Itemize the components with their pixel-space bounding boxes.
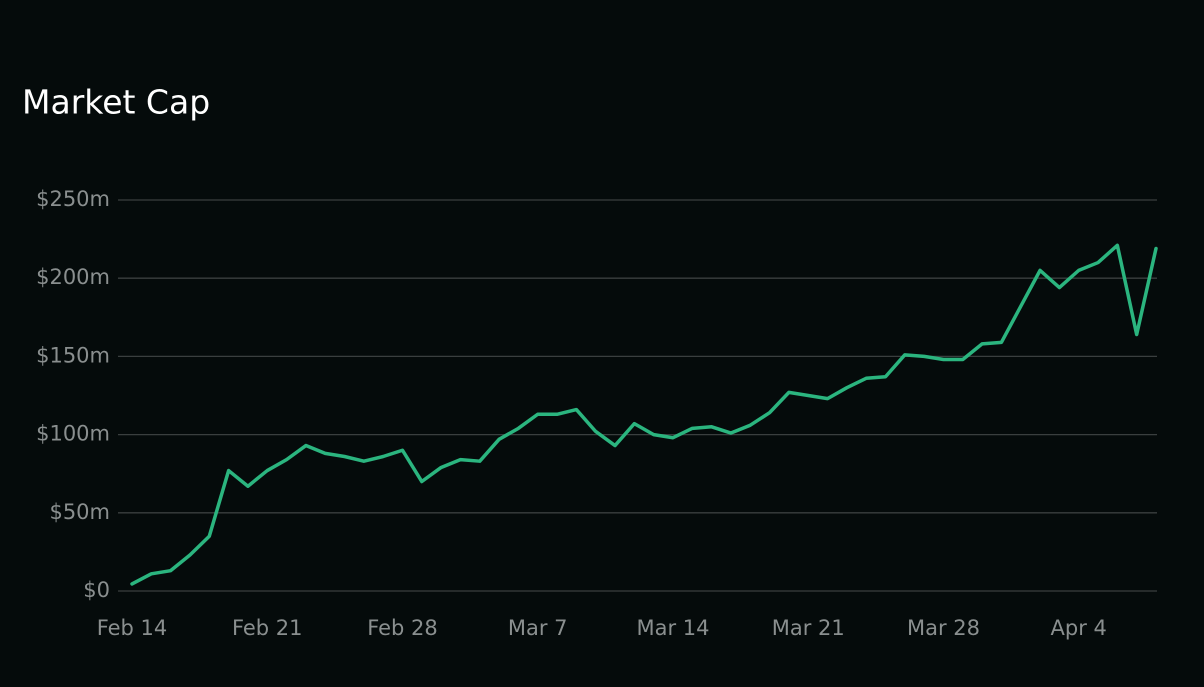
y-tick-label: $200m — [36, 265, 110, 289]
y-tick-label: $250m — [36, 187, 110, 211]
x-tick-label: Apr 4 — [1051, 616, 1107, 640]
x-tick-label: Mar 7 — [508, 616, 568, 640]
x-tick-label: Mar 14 — [636, 616, 709, 640]
x-tick-label: Mar 28 — [907, 616, 980, 640]
x-tick-label: Feb 14 — [97, 616, 168, 640]
y-tick-label: $0 — [83, 578, 110, 602]
x-tick-label: Feb 28 — [367, 616, 438, 640]
y-tick-label: $50m — [49, 500, 110, 524]
y-tick-label: $100m — [36, 422, 110, 446]
y-tick-label: $150m — [36, 343, 110, 367]
x-tick-label: Feb 21 — [232, 616, 303, 640]
chart-title: Market Cap — [22, 83, 210, 122]
line — [130, 243, 1158, 586]
x-tick-label: Mar 21 — [772, 616, 845, 640]
